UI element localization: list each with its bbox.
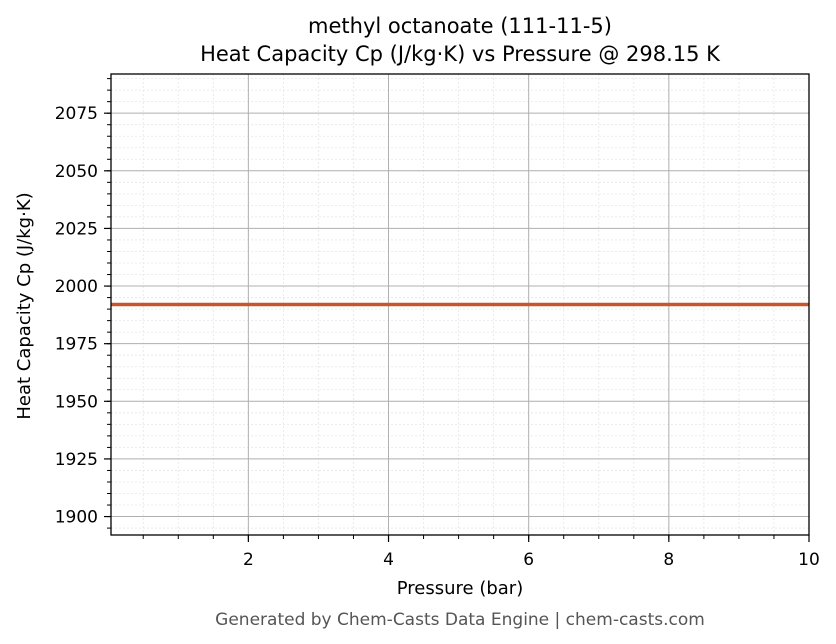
- x-tick-label: 2: [243, 550, 254, 570]
- footer-credit: Generated by Chem-Casts Data Engine | ch…: [215, 610, 705, 630]
- y-tick-label: 2075: [55, 104, 98, 124]
- y-tick-label: 2050: [55, 162, 98, 182]
- y-tick-label: 1975: [55, 335, 98, 355]
- x-tick-label: 4: [383, 550, 394, 570]
- x-axis-label: Pressure (bar): [397, 578, 523, 599]
- chart-subtitle: Heat Capacity Cp (J/kg·K) vs Pressure @ …: [200, 42, 721, 66]
- axis-ticks: 2 4 6 8 10 1900 1925 1950 1975 2000 2025 2050 2075: [55, 78, 820, 570]
- x-tick-label: 10: [798, 550, 820, 570]
- x-tick-label: 8: [663, 550, 674, 570]
- y-tick-label: 1950: [55, 392, 98, 412]
- chart-title: methyl octanoate (111-11-5): [308, 14, 612, 38]
- y-tick-label: 2000: [55, 277, 98, 297]
- x-tick-label: 6: [523, 550, 534, 570]
- plot-area-frame: [110, 73, 810, 536]
- y-tick-label: 1900: [55, 508, 98, 528]
- y-tick-label: 1925: [55, 450, 98, 470]
- y-tick-label: 2025: [55, 219, 98, 239]
- y-axis-label: Heat Capacity Cp (J/kg·K): [14, 192, 35, 419]
